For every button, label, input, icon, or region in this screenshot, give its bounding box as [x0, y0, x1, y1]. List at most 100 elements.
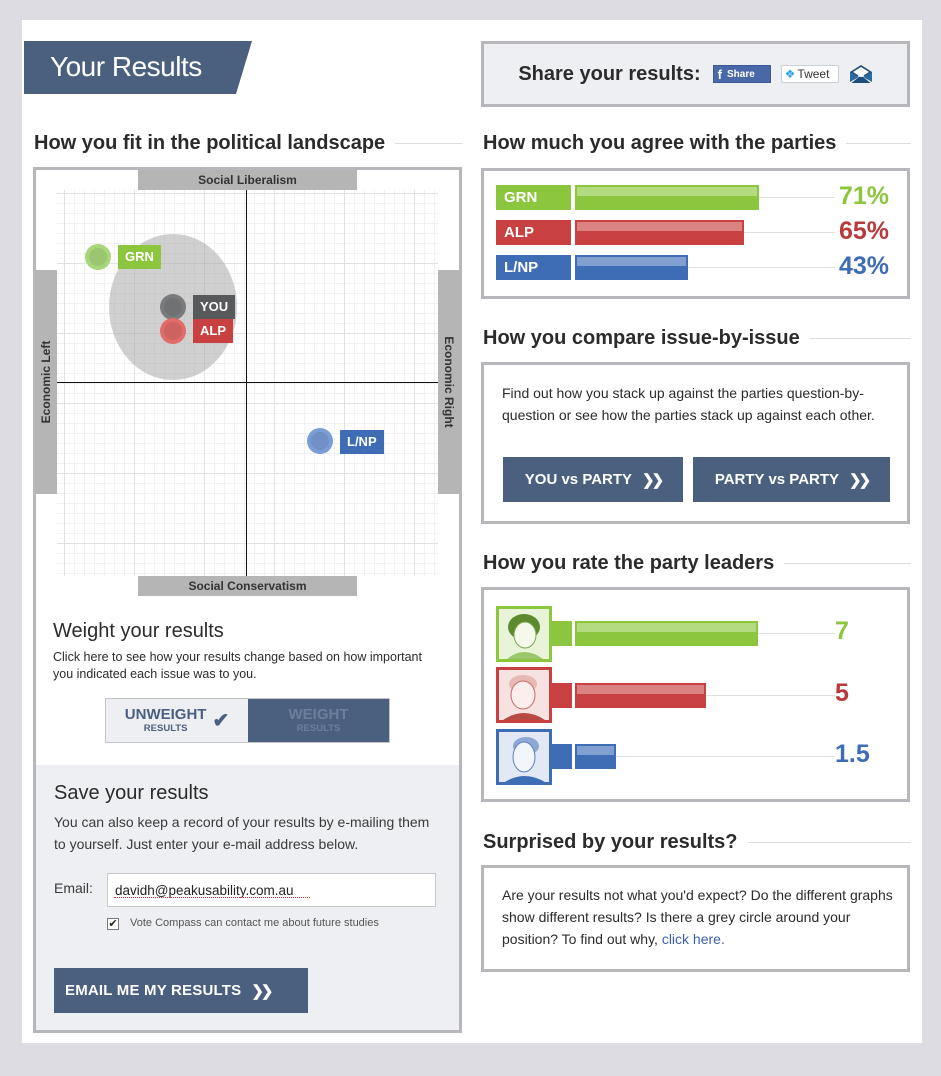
vertical-axis	[246, 190, 247, 576]
email-results-button[interactable]: EMAIL ME MY RESULTS ❯❯	[54, 968, 308, 1013]
share-box: Share your results: f Share ❖ Tweet	[481, 41, 910, 107]
weight-description: Click here to see how your results chang…	[53, 650, 422, 681]
save-title: Save your results	[54, 782, 209, 804]
alp-point[interactable]	[160, 318, 186, 344]
agreement-value: 71%	[838, 182, 889, 210]
double-chevron-right-icon: ❯❯	[251, 982, 273, 1000]
lnp-point[interactable]	[307, 428, 333, 454]
leader-portrait-icon	[505, 737, 545, 782]
bar-track	[575, 267, 835, 268]
leader-portrait-icon	[507, 614, 543, 659]
surprised-heading-text: Surprised by your results?	[483, 831, 738, 853]
compare-heading: How you compare issue-by-issue	[483, 327, 911, 350]
bar-stub	[552, 621, 572, 646]
consent-checkbox[interactable]: ✔	[107, 918, 119, 930]
weight-toggle: UNWEIGHT RESULTS ✔ WEIGHT RESULTS	[105, 698, 390, 743]
agreement-row-grn: GRN 71%	[496, 182, 889, 210]
leader-portrait-icon	[503, 675, 545, 720]
lnp-point-label: L/NP	[340, 430, 384, 454]
divider	[809, 338, 911, 339]
leader-rating-value: 7	[835, 617, 849, 645]
twitter-bird-icon: ❖	[784, 67, 796, 81]
axis-label-social-liberalism: Social Liberalism	[138, 170, 357, 190]
you-vs-party-label: YOU vs PARTY	[524, 471, 633, 488]
horizontal-axis	[57, 382, 438, 383]
surprised-body: Are your results not what you'd expect? …	[502, 887, 893, 947]
bar-stub	[552, 683, 572, 708]
compare-description: Find out how you stack up against the pa…	[502, 385, 875, 423]
share-label: Share your results:	[518, 62, 701, 85]
divider	[747, 842, 911, 843]
landscape-heading-text: How you fit in the political landscape	[34, 132, 386, 154]
agreement-bar	[575, 220, 744, 245]
agreement-bar	[575, 255, 688, 280]
party-label: L/NP	[496, 255, 571, 280]
unweight-results-button[interactable]: UNWEIGHT RESULTS ✔	[106, 699, 248, 742]
page-title: Your Results	[50, 51, 202, 82]
compare-heading-text: How you compare issue-by-issue	[483, 327, 800, 349]
agreement-heading-text: How much you agree with the parties	[483, 132, 837, 154]
double-chevron-right-icon: ❯❯	[849, 471, 871, 489]
grn-point[interactable]	[85, 244, 111, 270]
email-share-icon[interactable]	[849, 64, 873, 84]
leader-rating-bar	[575, 744, 616, 769]
unweight-sublabel: RESULTS	[143, 723, 188, 735]
divider	[395, 143, 462, 144]
email-results-label: EMAIL ME MY RESULTS	[65, 982, 242, 999]
agreement-heading: How much you agree with the parties	[483, 132, 911, 155]
consent-label: Vote Compass can contact me about future…	[130, 917, 379, 929]
you-point-label: YOU	[193, 295, 236, 319]
leader-rating-bar	[575, 621, 758, 646]
party-label: GRN	[496, 185, 571, 210]
facebook-share-button[interactable]: f Share	[712, 65, 771, 83]
landscape-heading: How you fit in the political landscape	[34, 132, 462, 155]
party-vs-party-label: PARTY vs PARTY	[714, 471, 840, 488]
you-vs-party-button[interactable]: YOU vs PARTY ❯❯	[503, 457, 683, 502]
leader-rating-value: 5	[835, 679, 849, 707]
compass-grid	[57, 190, 438, 576]
party-vs-party-button[interactable]: PARTY vs PARTY ❯❯	[693, 457, 890, 502]
axis-label-economic-right-text: Economic Right	[442, 336, 456, 428]
leader-rating-bar	[575, 683, 706, 708]
save-description: You can also keep a record of your resul…	[54, 814, 430, 852]
double-chevron-right-icon: ❯❯	[642, 471, 664, 489]
checkbox-check-icon: ✔	[108, 918, 118, 930]
weight-results-button[interactable]: WEIGHT RESULTS	[248, 699, 389, 742]
divider	[784, 563, 911, 564]
leader-rating-value: 1.5	[835, 740, 870, 768]
agreement-value: 65%	[838, 217, 889, 245]
agreement-bar	[575, 185, 759, 210]
leaders-heading-text: How you rate the party leaders	[483, 552, 775, 574]
bar-stub	[552, 744, 572, 769]
surprised-box	[481, 865, 910, 972]
divider	[846, 143, 911, 144]
spellcheck-underline	[114, 897, 310, 898]
you-point[interactable]	[160, 294, 186, 320]
axis-label-economic-left: Economic Left	[35, 270, 57, 494]
grn-leader-photo	[496, 606, 552, 662]
agreement-value: 43%	[838, 252, 889, 280]
grn-point-label: GRN	[118, 245, 161, 269]
tweet-button[interactable]: ❖ Tweet	[780, 65, 839, 83]
axis-label-social-conservatism: Social Conservatism	[138, 576, 357, 596]
weight-sublabel: RESULTS	[296, 723, 341, 735]
surprised-heading: Surprised by your results?	[483, 831, 911, 854]
email-label: Email:	[54, 880, 93, 896]
facebook-share-label: Share	[726, 68, 755, 80]
email-input[interactable]	[107, 873, 436, 907]
axis-label-economic-left-text: Economic Left	[39, 340, 53, 424]
facebook-icon: f	[717, 66, 722, 82]
lnp-leader-photo	[496, 729, 552, 785]
weight-label: WEIGHT	[288, 706, 349, 724]
bar-track	[575, 756, 835, 757]
page-title-banner: Your Results	[24, 41, 252, 94]
click-here-link[interactable]: click here.	[661, 931, 725, 947]
alp-point-label: ALP	[193, 319, 233, 343]
axis-label-economic-right: Economic Right	[438, 270, 460, 494]
tweet-label: Tweet	[797, 67, 830, 81]
surprised-text: Are your results not what you'd expect? …	[502, 884, 897, 950]
agreement-row-alp: ALP 65%	[496, 217, 889, 245]
unweight-label: UNWEIGHT	[124, 706, 207, 724]
banner-shape	[24, 41, 252, 94]
party-label: ALP	[496, 220, 571, 245]
